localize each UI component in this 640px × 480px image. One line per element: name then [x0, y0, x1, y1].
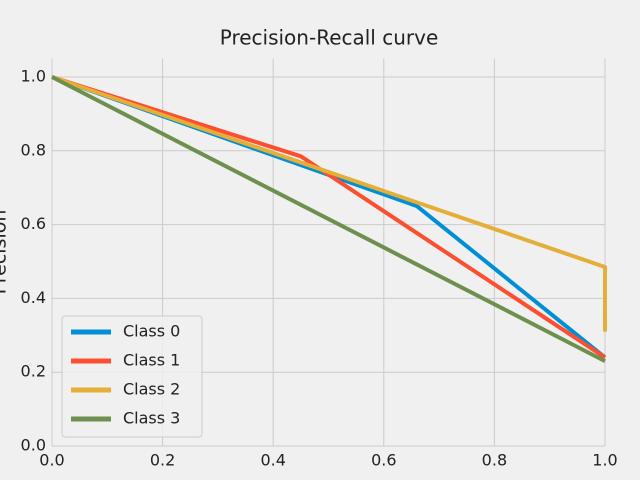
- x-tick-label: 0.6: [371, 451, 396, 470]
- x-tick-label: 0.0: [39, 451, 64, 470]
- line: [51, 75, 607, 332]
- y-tick-label: 1.0: [21, 67, 46, 86]
- x-axis-label: Recall: [300, 479, 357, 480]
- legend-label: Class 0: [123, 322, 180, 341]
- y-tick-label: 0.2: [21, 362, 46, 381]
- x-tick-label: 0.8: [482, 451, 507, 470]
- legend-label: Class 2: [123, 380, 180, 399]
- y-tick-label: 0.6: [21, 214, 46, 233]
- x-tick-label: 1.0: [592, 451, 617, 470]
- legend-label: Class 1: [123, 351, 180, 370]
- line: [51, 75, 606, 363]
- y-tick-label: 0.0: [21, 436, 46, 455]
- y-tick-label: 0.8: [21, 140, 46, 159]
- y-tick-label: 0.4: [21, 288, 46, 307]
- y-axis-label: Precision: [0, 210, 11, 295]
- chart-title: Precision-Recall curve: [220, 26, 439, 50]
- x-tick-label: 0.4: [260, 451, 285, 470]
- legend-label: Class 3: [123, 409, 180, 428]
- legend-box: [61, 315, 203, 438]
- x-tick-label: 0.2: [150, 451, 175, 470]
